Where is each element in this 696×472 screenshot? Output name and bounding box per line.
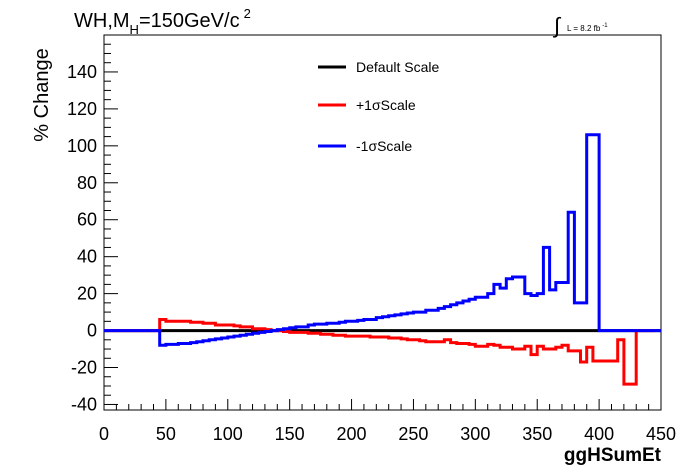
y-tick-label: 40	[77, 247, 97, 267]
legend-label-default: Default Scale	[356, 59, 439, 75]
title-rest: =150GeV/c	[139, 10, 240, 32]
y-tick-label: 80	[77, 173, 97, 193]
x-axis-ticks: 0 50 100 150 200 250 300 350 400 450	[99, 399, 676, 444]
y-tick-label: -20	[71, 358, 97, 378]
y-tick-label: 60	[77, 210, 97, 230]
legend-label-plus1sigma: +1σScale	[356, 97, 416, 113]
integral-symbol: ∫	[552, 13, 562, 38]
legend: Default Scale +1σScale -1σScale	[318, 59, 439, 154]
y-axis-ticks: -40 -20 0 20 40 60 80 100 120 140	[67, 43, 118, 414]
y-tick-label: 120	[67, 99, 97, 119]
x-tick-label: 100	[213, 424, 243, 444]
x-tick-label: 200	[337, 424, 367, 444]
title-main: WH,M	[74, 10, 130, 32]
chart-title: WH,MH=150GeV/c 2	[74, 6, 251, 37]
x-tick-label: 300	[460, 424, 490, 444]
y-tick-label: -40	[71, 394, 97, 414]
legend-label-minus1sigma: -1σScale	[356, 138, 412, 154]
plot-frame	[103, 34, 662, 411]
x-tick-label: 0	[99, 424, 109, 444]
y-tick-label: 100	[67, 136, 97, 156]
title-subscript: H	[130, 22, 139, 37]
x-tick-label: 50	[156, 424, 176, 444]
luminosity-label: L = 8.2 fb -1	[567, 23, 608, 33]
x-tick-label: 150	[275, 424, 305, 444]
x-tick-label: 250	[398, 424, 428, 444]
plus1sigma-scale-line	[104, 318, 655, 386]
x-axis-label: ggHSumEt	[564, 445, 662, 466]
x-tick-label: 350	[522, 424, 552, 444]
series-lines	[104, 133, 661, 386]
x-tick-label: 450	[646, 424, 676, 444]
lumi-superscript: -1	[602, 23, 608, 29]
x-tick-label: 400	[584, 424, 614, 444]
lumi-text: L = 8.2 fb	[567, 24, 601, 33]
y-tick-label: 140	[67, 62, 97, 82]
minus1sigma-scale-line	[104, 133, 661, 347]
title-superscript: 2	[244, 6, 251, 21]
y-tick-label: 0	[87, 321, 97, 341]
y-axis-label: % Change	[31, 48, 53, 141]
y-tick-label: 20	[77, 284, 97, 304]
